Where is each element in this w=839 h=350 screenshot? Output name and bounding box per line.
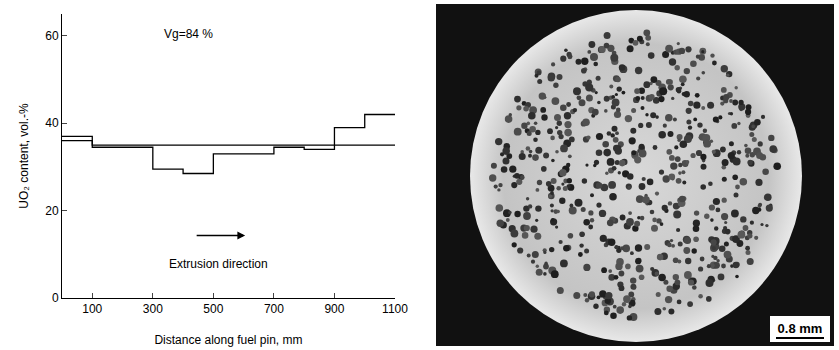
svg-text:500: 500	[203, 302, 223, 316]
svg-text:UO₂ content, vol.-%: UO₂ content, vol.-%	[17, 103, 31, 209]
svg-text:40: 40	[45, 116, 59, 130]
svg-text:700: 700	[264, 302, 284, 316]
svg-text:100: 100	[82, 302, 102, 316]
svg-text:900: 900	[324, 302, 344, 316]
svg-text:Extrusion direction: Extrusion direction	[169, 257, 268, 271]
svg-text:300: 300	[143, 302, 163, 316]
svg-text:60: 60	[45, 29, 59, 43]
svg-text:20: 20	[45, 204, 59, 218]
svg-text:0.8 mm: 0.8 mm	[778, 321, 823, 336]
svg-text:1100: 1100	[382, 302, 408, 316]
svg-text:0: 0	[52, 291, 59, 305]
svg-text:Distance along fuel pin, mm: Distance along fuel pin, mm	[154, 333, 302, 347]
svg-text:Vg=84 %: Vg=84 %	[164, 27, 213, 41]
